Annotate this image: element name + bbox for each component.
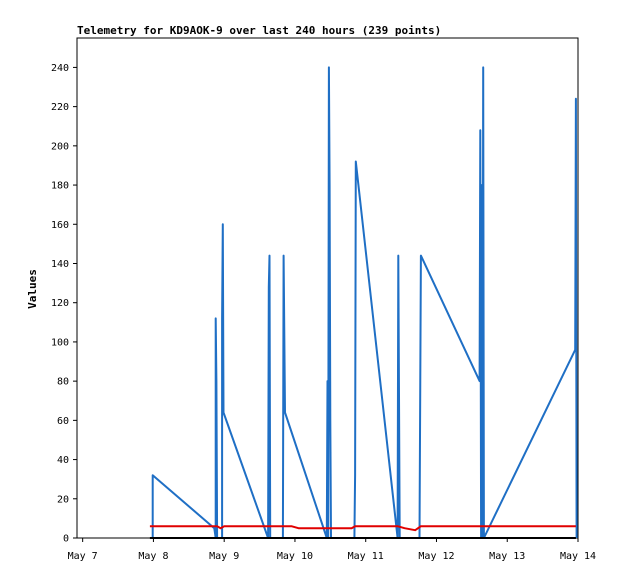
x-tick-label: May 9 [209, 551, 239, 562]
y-tick-label: 240 [51, 63, 69, 74]
y-tick-label: 20 [57, 494, 69, 505]
y-tick-label: 180 [51, 181, 69, 192]
x-tick-label: May 8 [138, 551, 168, 562]
series-layer [149, 66, 578, 539]
y-tick-label: 120 [51, 298, 69, 309]
y-tick-label: 220 [51, 102, 69, 113]
y-axis-label: Values [26, 269, 39, 309]
x-tick-label: May 13 [489, 551, 525, 562]
y-axis: 0 20 40 60 80 100 120 140 160 180 200 220 240 [51, 63, 77, 545]
y-tick-label: 100 [51, 337, 69, 348]
y-tick-label: 0 [63, 534, 69, 545]
y-tick-label: 40 [57, 455, 69, 466]
x-tick-label: May 7 [68, 551, 98, 562]
y-tick-label: 80 [57, 377, 69, 388]
x-axis: May 7 May 8 May 9 May 10 May 11 May 12 May 13 M… [68, 538, 596, 562]
y-tick-label: 60 [57, 416, 69, 427]
y-tick-label: 160 [51, 220, 69, 231]
chart-title: Telemetry for KD9AOK-9 over last 240 hou… [77, 24, 441, 37]
series-line-1 [151, 66, 578, 539]
series-line-2 [149, 525, 576, 532]
x-tick-label: May 14 [560, 551, 596, 562]
x-tick-label: May 10 [277, 551, 313, 562]
y-tick-label: 200 [51, 141, 69, 152]
x-tick-label: May 12 [418, 551, 454, 562]
y-tick-label: 140 [51, 259, 69, 270]
x-tick-label: May 11 [348, 551, 384, 562]
